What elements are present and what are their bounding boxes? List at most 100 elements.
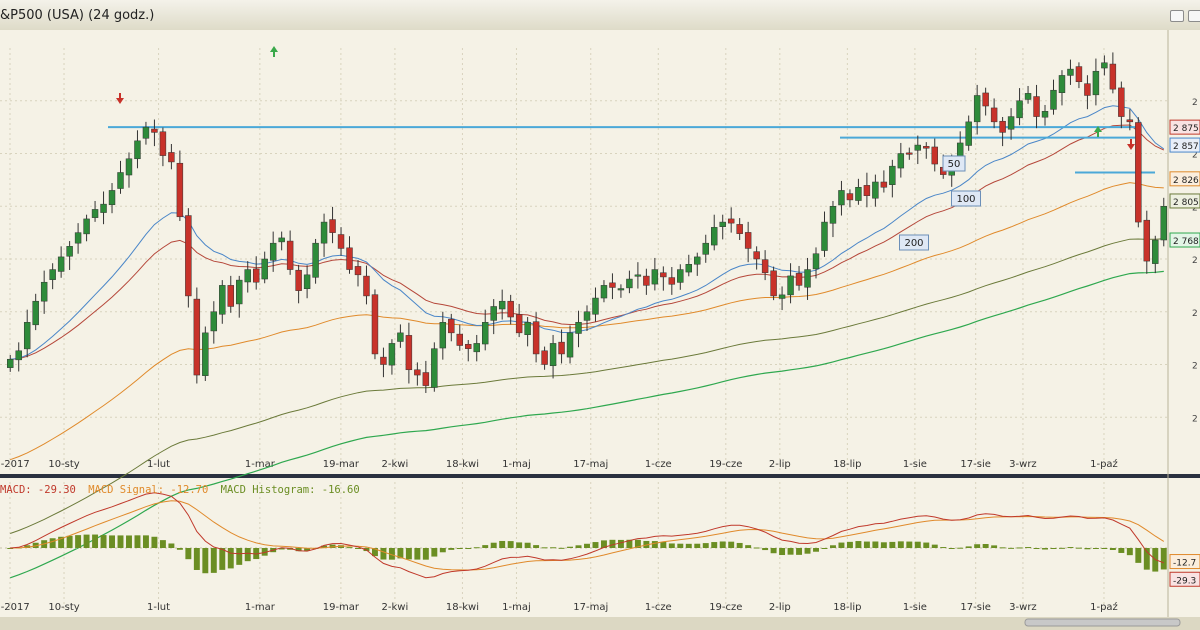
y-tick-label: 2: [1192, 256, 1198, 266]
macd-histogram-bar: [779, 548, 786, 556]
macd-histogram-bar: [965, 546, 972, 548]
scroll-area: [0, 617, 1200, 630]
macd-histogram-bar: [312, 548, 319, 549]
macd-histogram-bar: [253, 548, 260, 560]
macd-histogram-bar: [431, 548, 438, 557]
macd-histogram-bar: [889, 541, 896, 548]
candle-body: [685, 264, 692, 273]
macd-histogram-bar: [270, 548, 277, 553]
macd-histogram-bar: [338, 545, 344, 548]
macd-histogram-bar: [736, 542, 743, 548]
candle-body: [583, 311, 591, 321]
candle-body: [575, 322, 582, 334]
macd-histogram-bar: [397, 548, 404, 559]
macd-histogram-bar: [185, 548, 192, 560]
candle-body: [482, 322, 489, 345]
candle-body: [982, 92, 989, 107]
macd-histogram-bar: [991, 545, 998, 548]
candle-body: [108, 190, 116, 206]
macd-histogram-bar: [914, 541, 921, 548]
candle-body: [397, 332, 404, 342]
candle-body: [821, 221, 828, 251]
candle-body: [736, 224, 743, 234]
candle-body: [660, 272, 667, 278]
candle-body: [456, 333, 463, 346]
candle-body: [1092, 70, 1100, 96]
candle-body: [931, 146, 938, 165]
sell-arrow: [116, 93, 124, 104]
macd-histogram-bar: [1067, 547, 1074, 549]
macd-histogram-bar: [516, 542, 523, 548]
candle-body: [1024, 93, 1032, 100]
macd-histogram-bar: [575, 545, 582, 548]
macd-histogram-bar: [982, 544, 989, 548]
macd-histogram-bar: [999, 547, 1006, 549]
macd-histogram-bar: [677, 543, 684, 548]
macd-histogram-bar: [236, 548, 243, 565]
candle-body: [541, 350, 548, 365]
macd-signal-line: [10, 500, 1165, 571]
candle-body: [1118, 87, 1125, 117]
candle-body: [990, 107, 998, 123]
macd-histogram-bar: [600, 540, 607, 548]
price-tag-box: [1169, 137, 1200, 153]
ma-label-box: [899, 234, 929, 251]
ma-label-box: [942, 155, 966, 172]
candle-body: [532, 321, 540, 355]
macd-histogram-bar: [24, 545, 31, 548]
macd-histogram-bar: [117, 535, 124, 548]
x-tick-label: 1-paź: [1090, 458, 1118, 470]
y-tick-label: 2: [1192, 414, 1198, 424]
candle-body: [744, 232, 752, 249]
candle-body: [761, 259, 769, 273]
candle-body: [812, 253, 820, 270]
candle-body: [711, 227, 718, 246]
candle-body: [227, 285, 234, 307]
candle-body: [906, 152, 913, 155]
candle-body: [863, 185, 871, 196]
candle-body: [74, 232, 82, 244]
candle-body: [91, 209, 99, 218]
macd-histogram-bar: [617, 539, 624, 548]
candle-body: [600, 285, 608, 299]
macd-histogram-bar: [405, 548, 412, 560]
candle-body: [787, 275, 794, 296]
candle-body: [337, 234, 345, 249]
close-button[interactable]: [1188, 10, 1200, 22]
macd-histogram-bar: [762, 548, 769, 551]
candle-body: [880, 181, 888, 188]
macd-histogram-bar: [1059, 547, 1065, 549]
minimize-button[interactable]: [1170, 10, 1184, 22]
candle-body: [515, 314, 523, 334]
macd-histogram-bar: [363, 548, 370, 552]
macd-histogram-bar: [490, 542, 497, 548]
y-tick-label: 2: [1192, 203, 1198, 213]
macd-histogram-bar: [872, 541, 879, 548]
horizontal-scrollbar: [1024, 618, 1181, 627]
macd-histogram-bar: [15, 547, 22, 549]
legend-sma-1: SMA: 2 875.10: [100, 34, 184, 46]
x-tick-label: 19-cze: [709, 459, 742, 470]
macd-histogram-bar: [439, 548, 446, 553]
macd-histogram-bar: [1118, 548, 1125, 553]
candle-body: [549, 343, 557, 367]
macd-histogram-bar: [287, 548, 294, 550]
candle-body: [1007, 116, 1015, 130]
candle-body: [1101, 62, 1108, 69]
candle-body: [1109, 63, 1117, 90]
candle-body: [1084, 83, 1091, 96]
x-tick-label: 1-cze: [645, 459, 672, 470]
macd-histogram-bar: [948, 548, 955, 549]
macd-histogram-bar: [694, 543, 701, 548]
macd-histogram-bar: [380, 548, 387, 560]
ma-label: 200: [904, 238, 923, 249]
candle-body: [719, 221, 726, 227]
candle-body: [855, 187, 862, 201]
x-tick-label: 1-maj: [502, 459, 531, 470]
candle-body: [465, 343, 472, 349]
candle-body: [134, 140, 141, 160]
symbol-value: s500: 2 805.35: [0, 34, 89, 46]
macd-x-tick-label: 17-maj: [573, 602, 608, 613]
price-tag-box: [1169, 193, 1200, 209]
candle-body: [125, 158, 133, 176]
